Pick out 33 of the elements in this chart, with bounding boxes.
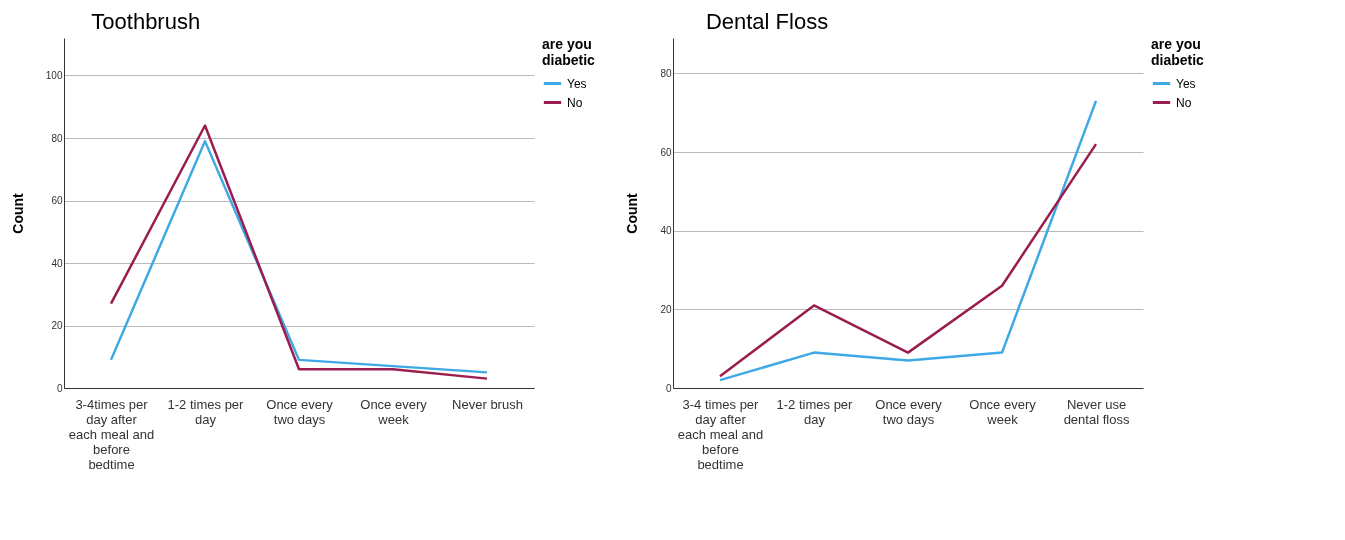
x-tick-label: Once every two days — [875, 396, 943, 427]
y-tick-label: 60 — [51, 195, 63, 206]
legend-label: No — [567, 95, 583, 110]
y-tick-label: 80 — [51, 132, 63, 144]
x-tick-label: Never use dental floss — [1063, 396, 1130, 427]
y-tick-label: 0 — [665, 382, 672, 394]
legend-title: are you diabetic — [1151, 36, 1205, 68]
x-tick-label: 3-4times per day after each meal and before bedtime — [68, 396, 155, 472]
y-tick-label: 80 — [660, 67, 672, 79]
y-tick-label: 40 — [660, 225, 672, 237]
y-tick-label: 0 — [56, 382, 63, 394]
line-series — [718, 142, 1098, 378]
legend-title: are you diabetic — [542, 36, 596, 68]
x-tick-label: Once every week — [360, 396, 428, 427]
x-tick-label: Once every two days — [266, 396, 334, 427]
x-tick-label: 1-2 times per day — [167, 396, 245, 427]
x-tick-label: 3-4 times per day after each meal and before bedtime — [677, 396, 764, 472]
y-tick-label: 20 — [51, 320, 63, 331]
chart-title: Toothbrush — [91, 9, 201, 34]
x-tick-label: Once every week — [969, 396, 1037, 427]
x-tick-label: Never brush — [452, 396, 523, 412]
y-axis-title: Count — [624, 192, 641, 234]
legend-label: No — [1176, 95, 1192, 110]
chart-title: Dental Floss — [705, 9, 829, 34]
y-axis-title: Count — [9, 192, 26, 234]
y-tick-label: 20 — [660, 303, 672, 315]
legend-label: Yes — [567, 76, 587, 91]
line-series — [718, 99, 1098, 382]
y-tick-label: 40 — [51, 257, 63, 269]
y-tick-label: 100 — [45, 70, 63, 81]
y-tick-label: 60 — [660, 146, 672, 158]
legend-label: Yes — [1176, 76, 1196, 91]
x-tick-label: 1-2 times per day — [776, 396, 854, 427]
